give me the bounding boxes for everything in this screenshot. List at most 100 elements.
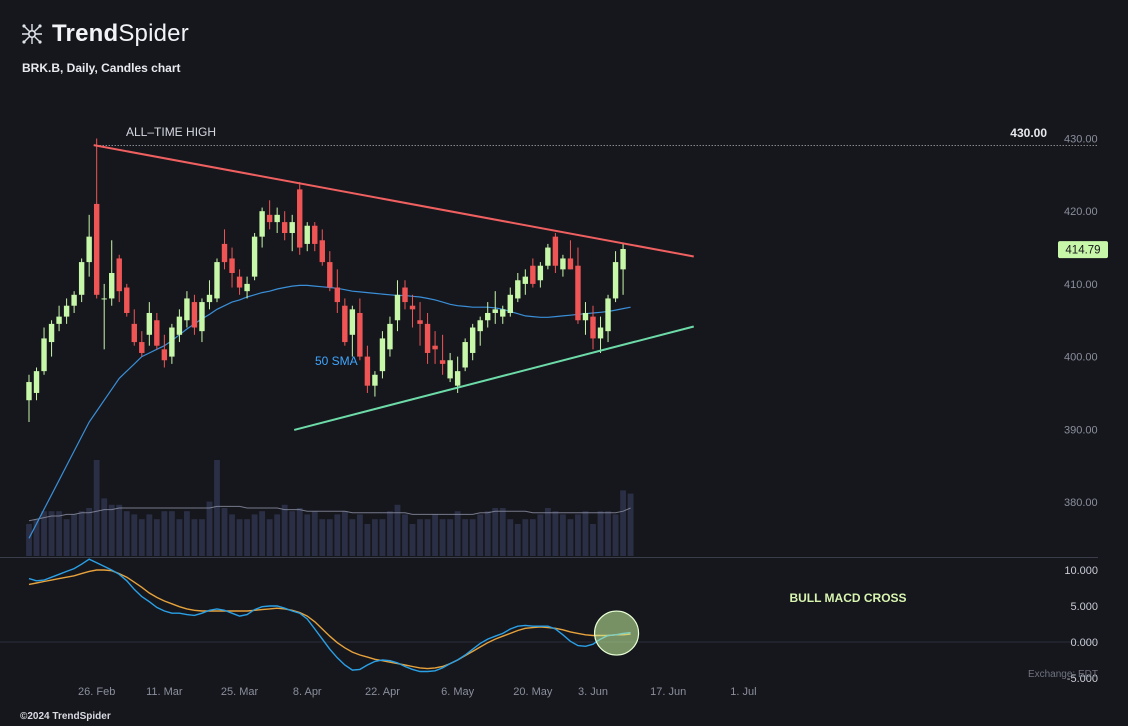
macd-line [28,558,631,673]
volume-bar [214,460,220,556]
date-tick-label: 8. Apr [293,686,322,698]
price-tick-label: 380.00 [1064,497,1098,509]
volume-bar [63,519,70,556]
volume-bar [138,519,145,556]
candle-up [289,222,295,234]
volume-bar [462,519,469,556]
volume-bar [454,511,461,556]
macd-tick-label: -5.000 [1067,673,1098,685]
grid-layer [0,557,1098,643]
date-tick-label: 1. Jul [730,686,756,698]
volume-bar [221,508,228,556]
volume-ma-line [28,505,631,522]
exchange-label: Exchange: EDT [1028,669,1098,680]
candle-up [372,374,378,386]
candle-down [567,258,574,270]
candle-down [236,276,243,288]
candle-down [154,320,160,346]
macd-layer: BULL MACD CROSS [28,558,907,673]
price-tick-label: 410.00 [1064,279,1098,291]
volume-bar [26,524,32,556]
volume-bar [334,514,341,556]
candle-up [274,214,280,223]
volume-bar [582,511,589,556]
volume-bar [575,514,581,556]
volume-bar [176,519,183,556]
volume-bar [304,514,311,556]
candle-down [590,316,596,339]
date-tick-label: 17. Jun [650,686,686,698]
candle-up [597,327,604,339]
volume-bar [199,519,205,556]
volume-bar [499,508,506,556]
candle-up [522,276,529,284]
trendspider-logo-icon [22,24,42,44]
volume-bar [266,519,273,556]
support-trendline [293,325,695,431]
volume-bar [349,519,356,556]
candle-up [462,342,468,368]
bull-macd-cross-label: BULL MACD CROSS [789,591,906,605]
candle-up [48,323,55,343]
volume-bar [153,519,160,556]
candle-down [409,305,416,310]
candle-down [424,323,431,353]
volume-bar [191,519,198,556]
brand: TrendSpider [20,20,189,48]
volume-bar [146,514,153,556]
volume-bar [627,493,634,556]
volume-bar [409,524,416,556]
candle-up [78,262,85,295]
price-tick-label: 390.00 [1064,424,1098,436]
volume-bar [364,524,371,556]
candle-up [620,249,626,270]
sma50-label: 50 SMA [315,354,358,368]
ath-label: ALL–TIME HIGH [126,125,216,139]
volume-bar [560,514,566,556]
volume-bar [236,519,243,556]
candle-up [101,298,107,300]
price-tick-label: 430.00 [1064,134,1098,146]
candle-up [545,247,551,266]
candle-up [515,280,521,299]
volume-bar [477,514,484,556]
candle-down [124,287,130,313]
volume-bar [514,524,521,556]
candle-down [116,258,122,292]
volume-bar [123,511,130,556]
volume-bar [48,511,55,556]
candle-up [169,327,175,357]
candle-down [312,225,318,244]
date-tick-label: 26. Feb [78,686,115,698]
candle-down [281,222,288,234]
volume-bar [597,511,604,556]
volume-bar [379,519,386,556]
volume-bar [439,519,446,556]
candle-up [537,265,544,281]
volume-bar [492,508,499,556]
volume-bar [168,511,175,556]
candle-up [244,283,250,292]
candle-up [304,225,310,244]
candle-down [334,287,341,303]
date-tick-label: 22. Apr [365,686,400,698]
copyright-footer: ©2024 TrendSpider [20,711,111,722]
date-tick-label: 3. Jun [578,686,608,698]
candle-up [394,294,401,321]
volume-bar [590,524,596,556]
candle-down [191,302,198,328]
candle-up [500,309,506,317]
candle-down [221,243,228,263]
date-tick-label: 6. May [441,686,475,698]
volume-bar [71,514,78,556]
sma50-line [28,284,631,539]
candle-up [560,258,566,270]
volume-bar [447,519,454,556]
candle-up [582,312,589,321]
volume-bar [281,504,288,556]
candle-down [575,265,581,321]
volume-bar [529,519,536,556]
volume-bar [424,519,431,556]
candle-down [417,320,423,324]
